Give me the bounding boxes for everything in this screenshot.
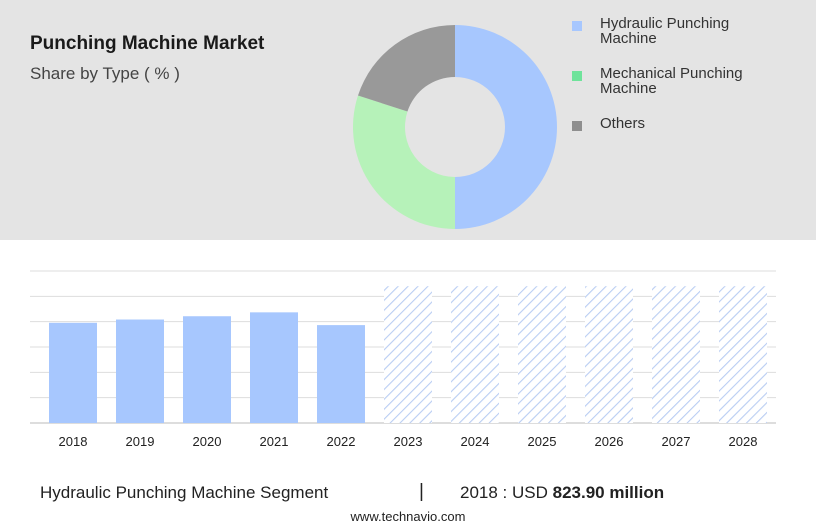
footer-separator: | bbox=[419, 481, 424, 502]
chart-title: Punching Machine Market bbox=[30, 33, 265, 54]
x-tick-label-2028: 2028 bbox=[729, 434, 758, 449]
bar-forecast-2025 bbox=[518, 286, 566, 423]
bar-forecast-2028 bbox=[719, 286, 767, 423]
legend-label: Others bbox=[600, 115, 646, 132]
bar-2022 bbox=[317, 325, 365, 423]
x-tick-label-2027: 2027 bbox=[662, 434, 691, 449]
donut-slice-0 bbox=[455, 25, 557, 229]
donut-slice-2 bbox=[357, 25, 455, 112]
x-tick-label-2023: 2023 bbox=[394, 434, 423, 449]
x-tick-label-2026: 2026 bbox=[595, 434, 624, 449]
x-tick-label-2020: 2020 bbox=[193, 434, 222, 449]
chart-subtitle: Share by Type ( % ) bbox=[30, 64, 180, 83]
bar-forecast-2026 bbox=[585, 286, 633, 423]
bar-2021 bbox=[250, 312, 298, 423]
legend-swatch bbox=[572, 21, 582, 31]
bar-forecast-2023 bbox=[384, 286, 432, 423]
footer-year-label: 2018 : USD bbox=[460, 483, 548, 502]
footer-year-value: 2018 : USD 823.90 million bbox=[460, 483, 664, 503]
x-tick-label-2021: 2021 bbox=[260, 434, 289, 449]
x-tick-label-2025: 2025 bbox=[528, 434, 557, 449]
x-tick-label-2018: 2018 bbox=[59, 434, 88, 449]
footer-segment-label: Hydraulic Punching Machine Segment bbox=[40, 483, 329, 502]
legend-label: Hydraulic Punching Machine bbox=[600, 15, 730, 47]
legend-label: Mechanical Punching Machine bbox=[600, 65, 743, 97]
bar-2019 bbox=[116, 319, 164, 423]
footer-website: www.technavio.com bbox=[350, 509, 466, 524]
x-tick-label-2022: 2022 bbox=[327, 434, 356, 449]
x-tick-label-2019: 2019 bbox=[126, 434, 155, 449]
bar-forecast-2024 bbox=[451, 286, 499, 423]
legend-swatch bbox=[572, 71, 582, 81]
legend-swatch bbox=[572, 121, 582, 131]
bar-2020 bbox=[183, 316, 231, 423]
donut-slice-1 bbox=[353, 95, 455, 229]
bar-chart: 2018 2019 2020 2021 2022 2023 2024 2025 2026 2027… bbox=[30, 270, 776, 449]
footer-value: 823.90 million bbox=[552, 483, 665, 502]
bar-2018 bbox=[49, 322, 97, 423]
x-tick-label-2024: 2024 bbox=[461, 434, 490, 449]
bar-forecast-2027 bbox=[652, 286, 700, 423]
donut-chart bbox=[353, 25, 557, 229]
